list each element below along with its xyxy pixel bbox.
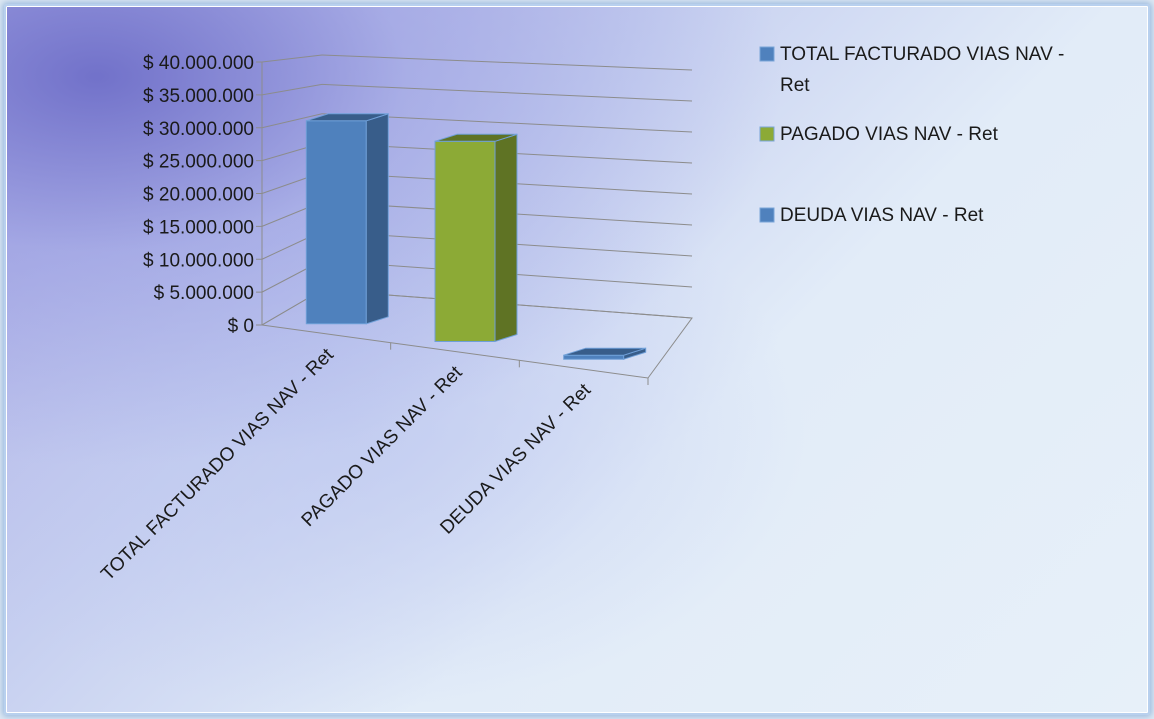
- bar-top: [306, 113, 389, 122]
- y-tick-label: $ 20.000.000: [143, 185, 254, 206]
- bar-front: [434, 140, 496, 342]
- y-tick-label: $ 5.000.000: [154, 283, 254, 304]
- x-tick-label: TOTAL FACTURADO VIAS NAV - Ret: [97, 344, 338, 585]
- legend-label: TOTAL FACTURADO VIAS NAV -: [780, 44, 1064, 65]
- grid-connector: [261, 54, 323, 63]
- gridline: [321, 83, 693, 102]
- y-tick-label: $ 10.000.000: [143, 250, 254, 271]
- bar-top: [563, 347, 646, 356]
- legend-swatch: [759, 126, 775, 142]
- y-tick-label: $ 40.000.000: [143, 53, 254, 74]
- grid-connector: [261, 83, 323, 96]
- legend-label: DEUDA VIAS NAV - Ret: [780, 205, 984, 226]
- y-tick-label: $ 30.000.000: [143, 119, 254, 140]
- x-tick-label: PAGADO VIAS NAV - Ret: [298, 362, 467, 531]
- y-tick-label: $ 35.000.000: [143, 86, 254, 107]
- x-tick-label: DEUDA VIAS NAV - Ret: [437, 379, 596, 538]
- legend-label: PAGADO VIAS NAV - Ret: [780, 124, 999, 145]
- bar-front: [305, 120, 367, 325]
- bar-top: [434, 133, 518, 142]
- bar-side: [494, 133, 518, 343]
- gridline: [321, 54, 693, 71]
- bar-side: [365, 113, 389, 325]
- grid-connector: [261, 113, 323, 129]
- bar-front: [563, 354, 625, 360]
- y-tick-label: $ 15.000.000: [143, 217, 254, 238]
- y-tick-label: $ 0: [228, 316, 254, 337]
- legend-swatch: [759, 46, 775, 62]
- legend-label: Ret: [780, 75, 810, 96]
- y-tick-label: $ 25.000.000: [143, 152, 254, 173]
- legend-swatch: [759, 207, 775, 223]
